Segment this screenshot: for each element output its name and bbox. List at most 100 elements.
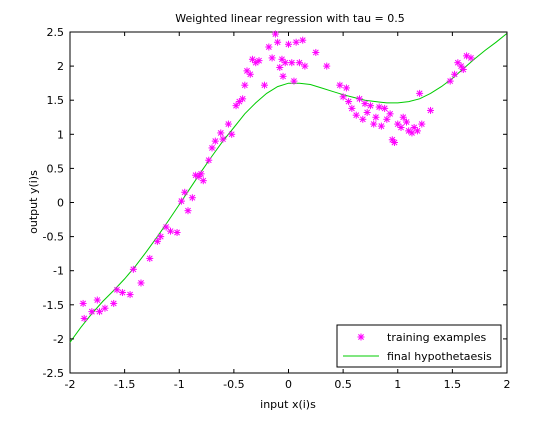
data-point bbox=[130, 266, 137, 273]
data-point bbox=[353, 112, 360, 119]
data-point bbox=[403, 119, 410, 126]
data-point bbox=[367, 102, 374, 109]
data-point bbox=[247, 71, 254, 78]
data-point bbox=[336, 82, 343, 89]
data-point bbox=[376, 104, 383, 111]
data-point bbox=[467, 54, 474, 61]
data-point bbox=[359, 116, 366, 123]
data-point bbox=[285, 41, 292, 48]
data-point bbox=[269, 54, 276, 61]
data-point bbox=[167, 228, 174, 235]
data-point bbox=[340, 93, 347, 100]
data-point bbox=[274, 39, 281, 46]
data-point bbox=[110, 300, 117, 307]
y-axis-label: output y(i)s bbox=[27, 170, 40, 234]
data-point bbox=[233, 102, 240, 109]
data-point bbox=[288, 59, 295, 66]
data-point bbox=[381, 105, 388, 112]
data-point bbox=[301, 63, 308, 70]
data-point bbox=[212, 138, 219, 145]
data-point bbox=[205, 157, 212, 164]
data-point bbox=[119, 289, 126, 296]
data-point bbox=[387, 110, 394, 117]
data-point bbox=[343, 84, 350, 91]
data-point bbox=[138, 279, 145, 286]
data-point bbox=[293, 39, 300, 46]
data-point bbox=[290, 78, 297, 85]
x-tick-label: -2 bbox=[65, 378, 76, 391]
data-point bbox=[323, 63, 330, 70]
data-point bbox=[400, 114, 407, 121]
data-point bbox=[228, 131, 235, 138]
x-axis-label: input x(i)s bbox=[260, 398, 316, 411]
x-tick-label: 1.5 bbox=[444, 378, 462, 391]
data-point bbox=[418, 121, 425, 128]
data-point bbox=[217, 129, 224, 136]
data-point bbox=[94, 297, 101, 304]
data-point bbox=[127, 291, 134, 298]
x-tick-label: -0.5 bbox=[223, 378, 244, 391]
data-point bbox=[276, 64, 283, 71]
data-point bbox=[378, 123, 385, 130]
y-tick-label: 2 bbox=[57, 60, 64, 73]
data-point bbox=[209, 144, 216, 151]
data-point bbox=[256, 57, 263, 64]
y-tick-label: 1.5 bbox=[47, 94, 65, 107]
data-point bbox=[96, 308, 103, 315]
data-point bbox=[447, 78, 454, 85]
data-point bbox=[272, 31, 279, 38]
data-point bbox=[241, 82, 248, 89]
data-point bbox=[427, 107, 434, 114]
x-tick-label: -1.5 bbox=[114, 378, 135, 391]
data-point bbox=[239, 95, 246, 102]
data-point bbox=[146, 255, 153, 262]
data-point bbox=[198, 170, 205, 177]
data-point bbox=[265, 44, 272, 51]
y-tick-label: -1.5 bbox=[43, 299, 64, 312]
y-tick-label: 0 bbox=[57, 197, 64, 210]
data-point bbox=[189, 194, 196, 201]
legend: training examples final hypothetaesis bbox=[337, 325, 501, 367]
data-point bbox=[261, 82, 268, 89]
x-tick-label: 0.5 bbox=[334, 378, 352, 391]
y-tick-label: -0.5 bbox=[43, 231, 64, 244]
data-point bbox=[219, 136, 226, 143]
data-point bbox=[80, 300, 87, 307]
data-point bbox=[451, 71, 458, 78]
data-point bbox=[299, 37, 306, 44]
data-point bbox=[200, 177, 207, 184]
data-point bbox=[414, 127, 421, 134]
data-point bbox=[348, 105, 355, 112]
x-tick-label: 2 bbox=[504, 378, 511, 391]
data-point bbox=[370, 121, 377, 128]
data-point bbox=[364, 109, 371, 116]
y-tick-label: 2.5 bbox=[47, 26, 65, 39]
data-point bbox=[460, 66, 467, 73]
data-point bbox=[81, 315, 88, 322]
y-tick-label: 0.5 bbox=[47, 162, 65, 175]
legend-asterisk bbox=[358, 334, 365, 341]
legend-marker-training-examples bbox=[358, 334, 365, 341]
data-point bbox=[88, 308, 95, 315]
data-point bbox=[101, 305, 108, 312]
data-point bbox=[383, 116, 390, 123]
data-point bbox=[312, 49, 319, 56]
legend-label-training-examples: training examples bbox=[387, 331, 486, 344]
y-tick-label: -2.5 bbox=[43, 367, 64, 380]
data-point bbox=[356, 95, 363, 102]
data-point bbox=[282, 59, 289, 66]
data-point bbox=[296, 59, 303, 66]
data-point bbox=[225, 121, 232, 128]
data-point bbox=[174, 229, 181, 236]
y-tick-label: 1 bbox=[57, 128, 64, 141]
data-point bbox=[391, 139, 398, 146]
data-point bbox=[345, 98, 352, 105]
data-point bbox=[372, 114, 379, 121]
data-point bbox=[280, 73, 287, 80]
data-point bbox=[184, 207, 191, 214]
data-point bbox=[416, 90, 423, 97]
data-point bbox=[398, 124, 405, 131]
chart-title: Weighted linear regression with tau = 0.… bbox=[175, 12, 405, 25]
data-point bbox=[178, 198, 185, 205]
